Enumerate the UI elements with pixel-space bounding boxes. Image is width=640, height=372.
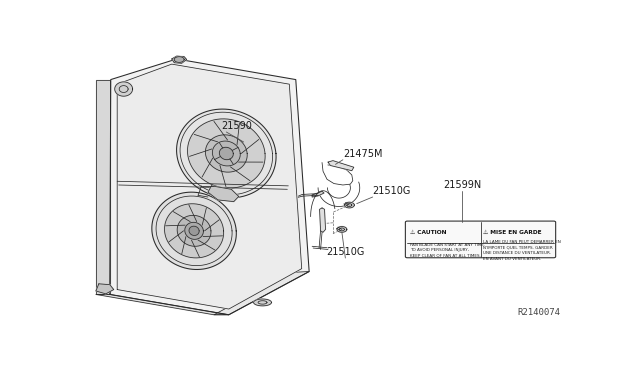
Polygon shape: [117, 64, 301, 309]
Polygon shape: [253, 299, 271, 306]
Text: R2140074: R2140074: [517, 308, 560, 317]
Polygon shape: [212, 141, 240, 166]
Polygon shape: [220, 147, 234, 160]
Polygon shape: [208, 186, 239, 202]
Text: 21510G: 21510G: [326, 247, 365, 257]
Polygon shape: [188, 119, 265, 188]
Polygon shape: [177, 215, 211, 246]
Polygon shape: [189, 226, 199, 235]
Text: FAN BLADE CAN START AT ANY TIME.
TO AVOID PERSONAL INJURY,
KEEP CLEAR OF FAN AT : FAN BLADE CAN START AT ANY TIME. TO AVOI…: [410, 243, 485, 258]
Polygon shape: [164, 204, 223, 258]
Polygon shape: [96, 294, 229, 315]
Text: 21590: 21590: [221, 121, 252, 131]
Text: 21475M: 21475M: [343, 149, 382, 158]
Polygon shape: [312, 191, 324, 197]
Polygon shape: [174, 57, 184, 62]
Text: ⚠ CAUTION: ⚠ CAUTION: [410, 230, 446, 235]
Polygon shape: [205, 135, 247, 172]
Polygon shape: [172, 56, 187, 63]
Text: 21599N: 21599N: [443, 180, 481, 190]
Polygon shape: [110, 59, 309, 315]
FancyBboxPatch shape: [405, 221, 556, 258]
Polygon shape: [96, 284, 114, 294]
Polygon shape: [319, 208, 326, 232]
Polygon shape: [96, 80, 110, 294]
Polygon shape: [152, 192, 236, 269]
Polygon shape: [115, 82, 132, 96]
Polygon shape: [344, 202, 355, 208]
Polygon shape: [177, 109, 276, 198]
Text: LA LAME DU FAN PEUT DEMARRER EN
N'IMPORTE QUEL TEMPS. GARDER
UNE DISTANCE DU VEN: LA LAME DU FAN PEUT DEMARRER EN N'IMPORT…: [483, 240, 561, 261]
Polygon shape: [337, 227, 347, 232]
Polygon shape: [185, 222, 204, 239]
Polygon shape: [328, 161, 354, 171]
Polygon shape: [214, 272, 309, 315]
Text: ⚠ MISE EN GARDE: ⚠ MISE EN GARDE: [483, 230, 541, 235]
Text: 21510G: 21510G: [372, 186, 411, 196]
